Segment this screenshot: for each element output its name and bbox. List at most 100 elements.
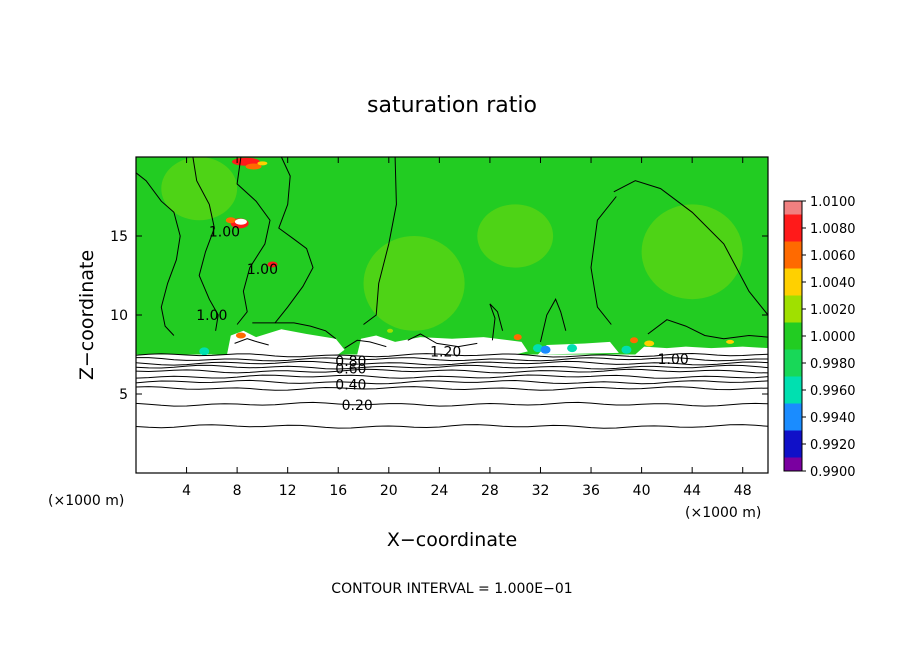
contour-lines — [135, 156, 769, 429]
colorbar-label: 0.9900 — [810, 465, 856, 480]
subsaturated-spot — [567, 344, 578, 353]
isoline — [407, 333, 478, 348]
isoline — [236, 156, 271, 325]
x-unit-right: (×1000 m) — [685, 505, 761, 521]
isoline — [252, 322, 337, 340]
x-tick-label: 32 — [532, 483, 550, 499]
x-tick-label: 44 — [683, 483, 701, 499]
x-tick-label: 24 — [430, 483, 448, 499]
colorbar-swatch — [784, 376, 802, 404]
isoline — [192, 156, 219, 331]
y-axis-label: Z−coordinate — [76, 250, 98, 380]
cloud-blob — [357, 335, 528, 355]
moisture-patch — [363, 236, 465, 331]
contour-label: 0.40 — [335, 378, 366, 394]
isoline — [274, 156, 314, 324]
isoline — [135, 386, 769, 391]
cloud-blob — [227, 329, 345, 355]
x-axis-label: X−coordinate — [387, 529, 517, 551]
colorbar-swatch — [784, 403, 802, 431]
colorbar: 1.0100 1.0080 1.0060 1.0040 1.0020 1.0000 0.99… — [783, 195, 856, 480]
contour-labels: 1.00 1.00 1.00 1.20 1.00 0.800.600.40 0.20 — [196, 224, 689, 414]
cloud-blob — [635, 346, 768, 355]
y-tick-label: 10 — [110, 308, 128, 324]
contour-label: 1.00 — [247, 262, 278, 278]
y-axis: 5 10 15 — [110, 229, 768, 403]
isoline — [135, 352, 769, 358]
isoline — [590, 196, 617, 325]
supersaturated-spot — [726, 339, 735, 344]
supersaturated-spot — [257, 161, 268, 166]
subsaturated-layer — [136, 354, 768, 473]
supersaturated-spot — [267, 261, 278, 268]
supersaturated-spot — [644, 340, 655, 347]
isoline — [135, 368, 769, 374]
moisture-patch — [161, 157, 238, 221]
supersaturated-spot — [630, 337, 639, 344]
x-tick-label: 40 — [633, 483, 651, 499]
colorbar-label: 0.9960 — [810, 384, 856, 399]
isoline — [135, 401, 769, 407]
isoline — [135, 374, 769, 379]
supersaturated-spot — [245, 163, 262, 170]
colorbar-label: 0.9940 — [810, 411, 856, 426]
cloud-blob — [537, 341, 619, 355]
colorbar-swatch — [784, 268, 802, 296]
contour-label: 0.80 — [335, 354, 366, 370]
moisture-patch — [641, 204, 743, 300]
contour-label: 1.20 — [430, 344, 461, 360]
x-axis: 4 8 12 16 20 24 28 32 36 40 44 48 — [182, 157, 752, 499]
x-tick-label: 48 — [734, 483, 752, 499]
cloud-spot — [234, 218, 247, 225]
x-tick-label: 16 — [329, 483, 347, 499]
subsaturated-spot — [532, 344, 543, 353]
colorbar-swatch — [784, 322, 802, 350]
isoline — [613, 180, 769, 316]
subsaturated-spot — [540, 345, 551, 354]
colorbar-label: 1.0080 — [810, 222, 856, 237]
y-tick-label: 5 — [119, 387, 128, 403]
contour-label: 1.00 — [209, 224, 240, 240]
isoline — [135, 364, 769, 370]
colorbar-swatch — [784, 201, 802, 215]
contour-label: 1.00 — [658, 352, 689, 368]
contour-label: 0.20 — [342, 398, 373, 414]
x-tick-label: 8 — [233, 483, 242, 499]
isoline — [135, 424, 769, 429]
x-tick-label: 4 — [182, 483, 191, 499]
isoline — [135, 172, 181, 336]
x-tick-label: 28 — [481, 483, 499, 499]
colorbar-swatch — [784, 241, 802, 269]
colorbar-label: 1.0060 — [810, 249, 856, 264]
isoline — [234, 338, 269, 346]
colorbar-label: 1.0100 — [810, 195, 856, 210]
isoline — [363, 156, 397, 325]
supersaturated-spot — [225, 217, 236, 224]
x-tick-label: 20 — [380, 483, 398, 499]
x-tick-label: 12 — [279, 483, 297, 499]
subsaturated-spot — [199, 347, 210, 356]
colorbar-label: 0.9980 — [810, 357, 856, 372]
contour-interval-note: CONTOUR INTERVAL = 1.000E−01 — [331, 581, 572, 597]
contour-label: 0.60 — [335, 362, 366, 378]
colorbar-swatch — [784, 295, 802, 323]
isoline — [540, 298, 567, 343]
colorbar-label: 0.9920 — [810, 438, 856, 453]
x-tick-label: 36 — [582, 483, 600, 499]
colorbar-swatch — [784, 457, 802, 471]
supersaturated-spot — [387, 328, 394, 333]
contour-label: 1.00 — [196, 308, 227, 324]
moisture-patch — [477, 204, 554, 268]
chart-title: saturation ratio — [367, 93, 537, 118]
x-unit-left: (×1000 m) — [48, 493, 124, 509]
colorbar-label: 1.0000 — [810, 330, 856, 345]
colorbar-label: 1.0040 — [810, 276, 856, 291]
colorbar-swatch — [784, 430, 802, 458]
plot-area: 1.00 1.00 1.00 1.20 1.00 0.800.600.40 0.20 — [135, 156, 769, 474]
colorbar-swatch — [784, 349, 802, 377]
isoline — [136, 357, 768, 362]
isoline — [489, 303, 504, 341]
isoline — [135, 360, 769, 366]
isoline — [135, 379, 769, 385]
